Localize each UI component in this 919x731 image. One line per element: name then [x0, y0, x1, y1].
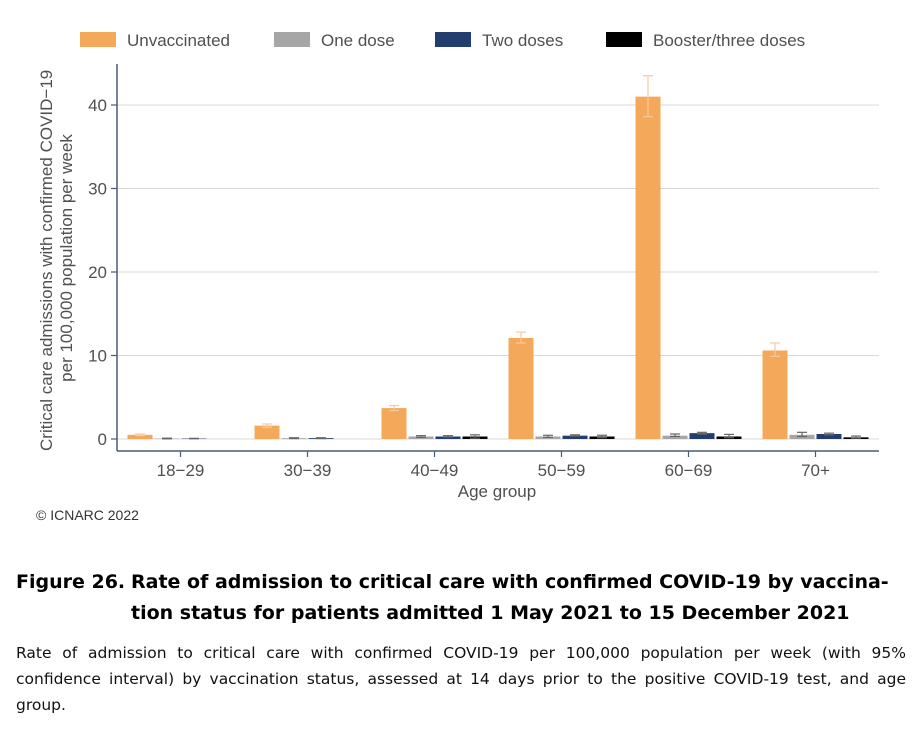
figure-title-line-2: tion status for patients admitted 1 May … — [131, 602, 850, 624]
bar-chart: Unvaccinated One dose Two doses Booster/thr… — [37, 31, 879, 501]
error-bar-one-dose-50-59 — [543, 434, 553, 438]
error-bar-two-doses-30-39 — [316, 437, 326, 440]
legend: Unvaccinated One dose Two doses Booster/thr… — [80, 31, 805, 50]
bar-two-doses-50-59 — [562, 435, 588, 439]
legend-swatch-unvaccinated — [80, 32, 116, 47]
legend-label-two-doses: Two doses — [482, 31, 563, 50]
y-axis-label-line-2: per 100,000 population per week — [57, 134, 76, 382]
legend-swatch-one-dose — [274, 32, 310, 47]
error-bar-unvaccinated-40-49 — [389, 405, 399, 412]
y-axis-label: Critical care admissions with confirmed … — [37, 65, 76, 451]
error-bar-booster-three-doses-40-49 — [470, 434, 480, 439]
x-tick-label-60-69: 60−69 — [665, 461, 713, 480]
legend-label-one-dose: One dose — [321, 31, 395, 50]
error-bar-booster-three-doses-60-69 — [724, 433, 734, 439]
error-bar-unvaccinated-70 — [770, 342, 780, 357]
error-bar-one-dose-60-69 — [670, 433, 680, 438]
error-bar-unvaccinated-60-69 — [643, 75, 653, 118]
bar-unvaccinated-70 — [762, 350, 788, 439]
y-tick-label-40: 40 — [88, 96, 107, 115]
bar-unvaccinated-40-49 — [381, 408, 407, 439]
error-bar-booster-three-doses-50-59 — [597, 434, 607, 439]
error-bar-two-doses-50-59 — [570, 434, 580, 437]
y-axis-label-line-1: Critical care admissions with confirmed … — [37, 70, 56, 451]
gridlines — [117, 104, 879, 440]
bar-unvaccinated-18-29 — [127, 434, 153, 439]
y-tick-label-30: 30 — [88, 180, 107, 199]
bars — [127, 75, 869, 440]
error-bar-unvaccinated-18-29 — [135, 433, 145, 437]
legend-item-booster-three-doses: Booster/three doses — [606, 31, 805, 50]
legend-swatch-two-doses — [435, 32, 471, 47]
error-bar-two-doses-60-69 — [697, 431, 707, 435]
error-bar-two-doses-40-49 — [443, 435, 453, 438]
error-bar-booster-three-doses-70 — [851, 435, 861, 439]
bar-one-dose-60-69 — [662, 435, 688, 439]
figure-label: Figure 26. — [16, 571, 126, 593]
bar-unvaccinated-50-59 — [508, 337, 534, 439]
y-tick-label-0: 0 — [98, 430, 107, 449]
y-tick-label-20: 20 — [88, 263, 107, 282]
figure-title: Figure 26. Rate of admission to critical … — [16, 567, 906, 629]
error-bar-one-dose-30-39 — [289, 437, 299, 440]
bar-unvaccinated-60-69 — [635, 96, 661, 440]
x-tick-label-50-59: 50−59 — [538, 461, 586, 480]
legend-item-two-doses: Two doses — [435, 31, 563, 50]
legend-label-booster-three-doses: Booster/three doses — [653, 31, 805, 50]
error-bar-unvaccinated-50-59 — [516, 331, 526, 344]
copyright: © ICNARC 2022 — [36, 507, 139, 523]
error-bar-one-dose-70 — [797, 431, 807, 438]
bar-two-doses-70 — [816, 433, 842, 439]
x-tick-label-40-49: 40−49 — [411, 461, 459, 480]
bar-unvaccinated-30-39 — [254, 425, 280, 439]
bar-two-doses-40-49 — [435, 436, 461, 439]
x-tick-label-70: 70+ — [801, 461, 830, 480]
figure-caption: Rate of admission to critical care with … — [16, 644, 906, 714]
legend-label-unvaccinated: Unvaccinated — [127, 31, 230, 50]
y-tick-label-10: 10 — [88, 347, 107, 366]
legend-swatch-booster-three-doses — [606, 32, 642, 47]
x-axis-label: Age group — [458, 482, 536, 501]
legend-item-one-dose: One dose — [274, 31, 395, 50]
error-bar-two-doses-70 — [824, 432, 834, 436]
legend-item-unvaccinated: Unvaccinated — [80, 31, 230, 50]
x-tick-label-18-29: 18−29 — [157, 461, 205, 480]
axes: 0 10 20 30 40 18−29 30−39 40−49 50−59 60−69 70+ — [88, 64, 879, 480]
error-bar-unvaccinated-30-39 — [262, 423, 272, 428]
figure-title-line-1: Rate of admission to critical care with … — [131, 571, 889, 593]
error-bar-one-dose-18-29 — [162, 437, 172, 440]
bar-two-doses-60-69 — [689, 433, 715, 439]
x-tick-label-30-39: 30−39 — [284, 461, 332, 480]
error-bar-one-dose-40-49 — [416, 435, 426, 438]
